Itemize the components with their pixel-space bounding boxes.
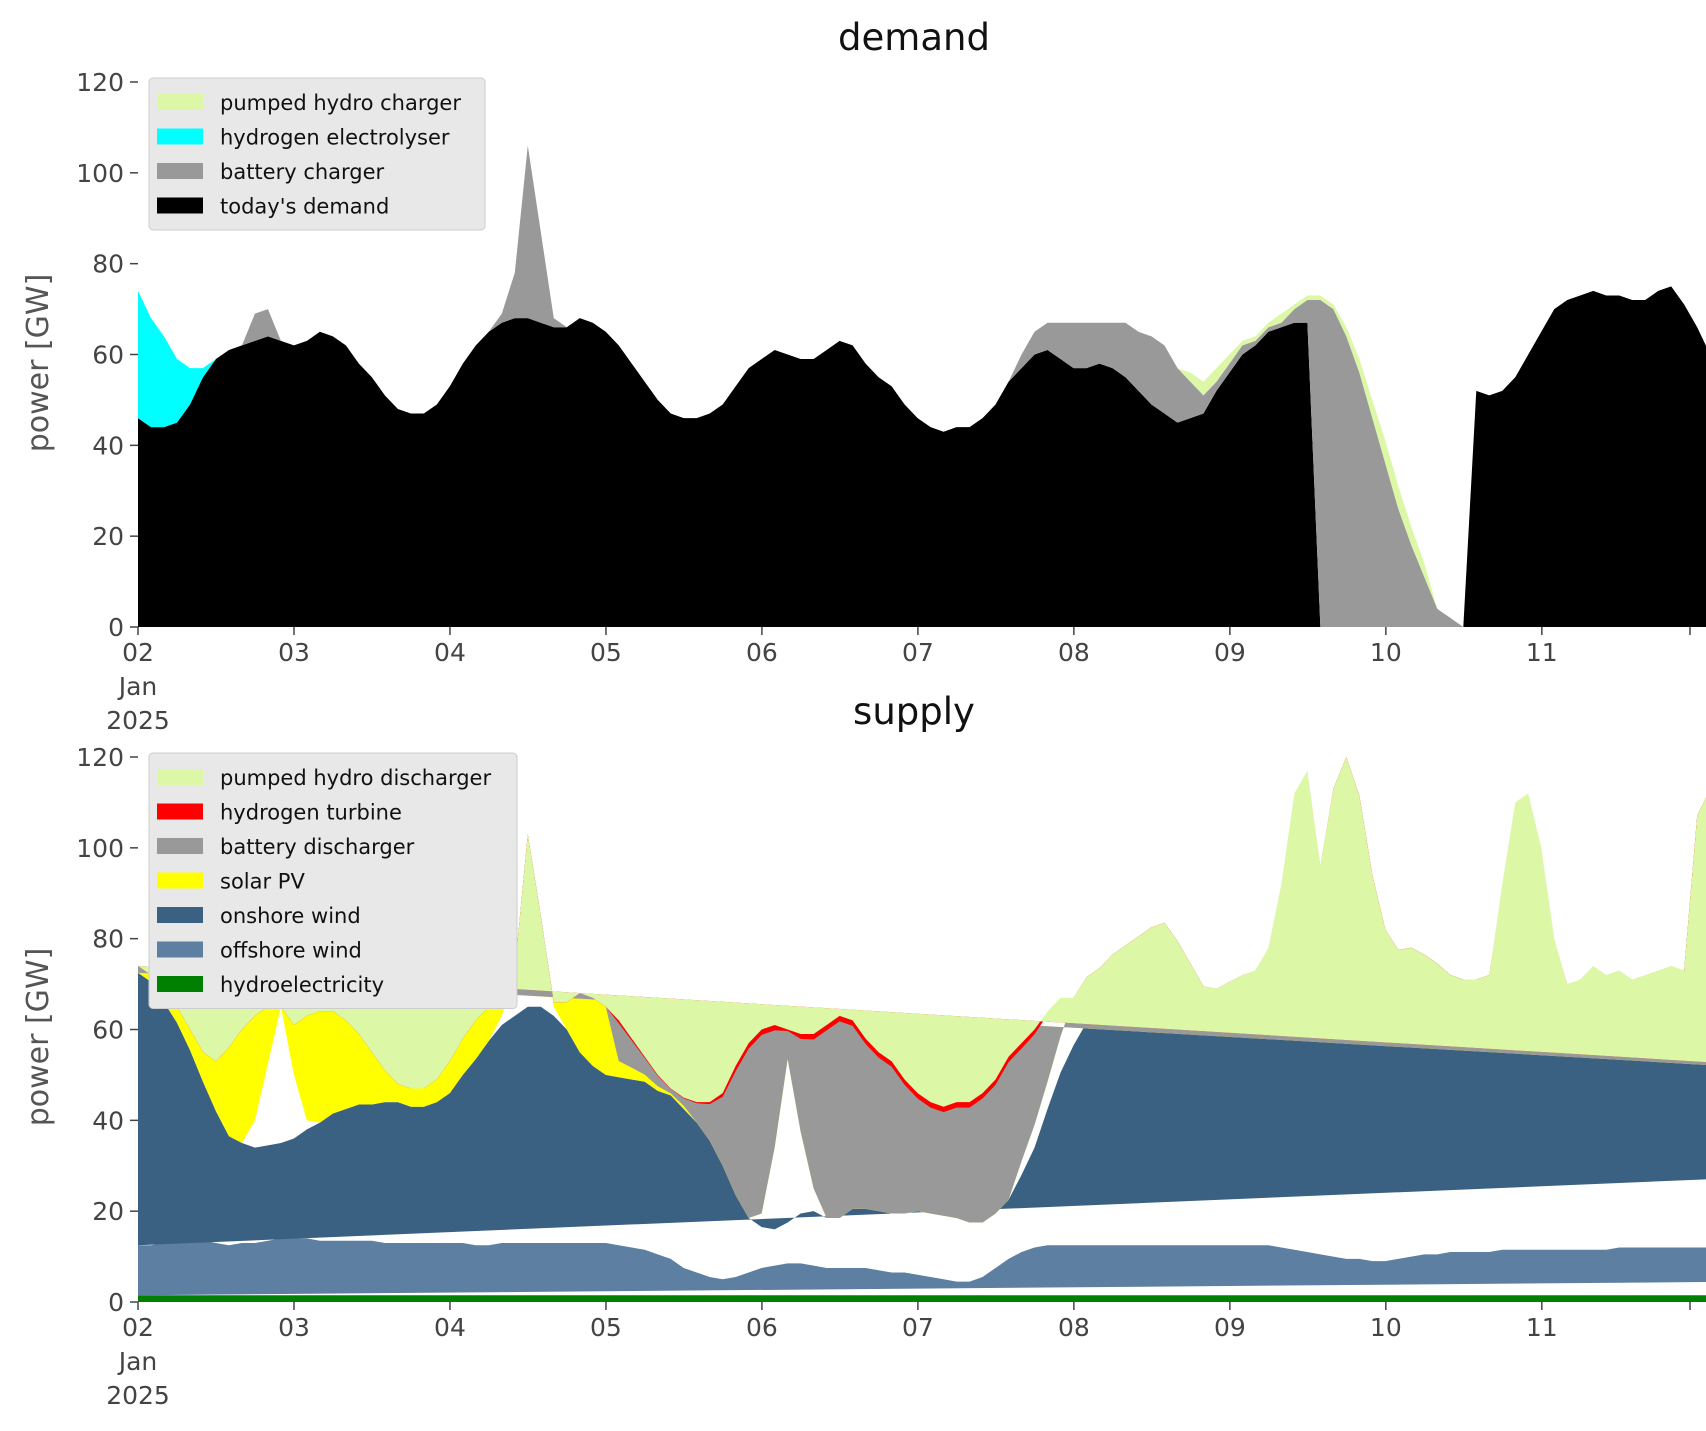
supply-legend-swatch bbox=[157, 941, 203, 958]
supply-legend-label: offshore wind bbox=[220, 939, 362, 963]
supply-x-tick-label: 05 bbox=[590, 1313, 622, 1342]
demand-panel: demand power [GW] 0 20 40 60 80 100 120 02 Jan 20… bbox=[21, 16, 1706, 735]
supply-y-tick-label: 20 bbox=[92, 1197, 124, 1226]
supply-legend-swatch bbox=[157, 838, 203, 854]
demand-y-axis-label: power [GW] bbox=[21, 274, 56, 453]
demand-legend-label: hydrogen electrolyser bbox=[220, 126, 450, 150]
demand-y-tick-label: 60 bbox=[92, 341, 124, 370]
supply-x-tick-label: 09 bbox=[1214, 1313, 1246, 1342]
demand-x-tick-label: 07 bbox=[902, 638, 934, 667]
demand-x-tick-label: 03 bbox=[278, 638, 310, 667]
supply-y-tick-label: 120 bbox=[76, 743, 124, 772]
demand-chart-title: demand bbox=[838, 16, 990, 59]
demand-x-tick-label: 08 bbox=[1058, 638, 1090, 667]
demand-y-tick-label: 100 bbox=[76, 159, 124, 188]
supply-y-tick-label: 100 bbox=[76, 834, 124, 863]
demand-x-tick-label: 05 bbox=[590, 638, 622, 667]
supply-y-tick-label: 60 bbox=[92, 1016, 124, 1045]
demand-legend-label: pumped hydro charger bbox=[220, 91, 461, 115]
supply-legend-label: battery discharger bbox=[220, 835, 415, 859]
demand-x-tick-label: 02 bbox=[122, 638, 154, 667]
demand-y-tick-label: 0 bbox=[108, 613, 124, 642]
demand-axes: 0 20 40 60 80 100 120 02 Jan 2025 03 04 05 06 07 08 09 10… bbox=[76, 68, 1691, 735]
supply-legend-label: onshore wind bbox=[220, 904, 361, 928]
supply-legend-label: hydroelectricity bbox=[220, 973, 384, 997]
demand-legend-label: battery charger bbox=[220, 160, 385, 184]
supply-y-tick-label: 40 bbox=[92, 1106, 124, 1135]
demand-areas bbox=[138, 145, 1706, 627]
demand-legend-swatch bbox=[157, 94, 203, 110]
supply-x-tick-label: 11 bbox=[1526, 1313, 1558, 1342]
demand-area-battery-charger bbox=[138, 145, 1706, 627]
demand-legend: pumped hydro charger hydrogen electrolyse… bbox=[148, 77, 486, 231]
supply-x-tick-label: 02 bbox=[122, 1313, 154, 1342]
supply-area-pumped-hydro-discharger bbox=[138, 757, 1706, 1107]
demand-y-tick-label: 120 bbox=[76, 68, 124, 97]
supply-area-hydroelectricity bbox=[138, 1295, 1706, 1302]
supply-legend-label: pumped hydro discharger bbox=[220, 766, 491, 790]
demand-x-tick-label: 09 bbox=[1214, 638, 1246, 667]
demand-legend-box bbox=[148, 77, 486, 231]
supply-legend-swatch bbox=[157, 872, 203, 889]
demand-legend-label: today's demand bbox=[220, 195, 389, 219]
supply-x-tick-label: 06 bbox=[746, 1313, 778, 1342]
supply-legend-swatch bbox=[157, 907, 203, 923]
supply-x-tick-label: 03 bbox=[278, 1313, 310, 1342]
supply-legend-label: solar PV bbox=[220, 870, 305, 894]
demand-legend-swatch bbox=[157, 128, 203, 145]
demand-y-tick-label: 40 bbox=[92, 431, 124, 460]
supply-area-offshore-wind bbox=[138, 1238, 1706, 1296]
supply-legend-label: hydrogen turbine bbox=[220, 801, 402, 825]
supply-y-axis-label: power [GW] bbox=[21, 948, 56, 1127]
demand-x-tick-label: 06 bbox=[746, 638, 778, 667]
demand-x-date-label: Jan bbox=[117, 672, 158, 701]
supply-legend-swatch bbox=[157, 976, 203, 992]
demand-legend-swatch bbox=[157, 197, 203, 214]
supply-legend: pumped hydro discharger hydrogen turbine b… bbox=[148, 752, 518, 1009]
supply-legend-box bbox=[148, 752, 518, 1009]
demand-area-today-s-demand bbox=[138, 286, 1706, 627]
demand-y-tick-label: 20 bbox=[92, 522, 124, 551]
supply-legend-swatch bbox=[157, 769, 203, 785]
supply-panel: supply power [GW] 0 20 40 60 80 100 120 02 Jan 20… bbox=[21, 690, 1706, 1410]
supply-x-date-label: Jan bbox=[117, 1347, 158, 1376]
supply-x-tick-label: 08 bbox=[1058, 1313, 1090, 1342]
supply-y-tick-label: 0 bbox=[108, 1288, 124, 1317]
supply-x-date-label: 2025 bbox=[106, 1381, 170, 1410]
demand-legend-swatch bbox=[157, 163, 203, 179]
demand-x-date-label: 2025 bbox=[106, 706, 170, 735]
supply-chart-title: supply bbox=[853, 690, 975, 733]
supply-axes: 0 20 40 60 80 100 120 02 Jan 2025 03 04 05 06 07 08 09 10… bbox=[76, 743, 1691, 1410]
supply-x-tick-label: 07 bbox=[902, 1313, 934, 1342]
demand-x-tick-label: 04 bbox=[434, 638, 466, 667]
supply-legend-swatch bbox=[157, 803, 203, 820]
supply-x-tick-label: 04 bbox=[434, 1313, 466, 1342]
supply-x-tick-label: 10 bbox=[1370, 1313, 1402, 1342]
demand-x-tick-label: 10 bbox=[1370, 638, 1402, 667]
supply-areas bbox=[138, 757, 1706, 1302]
demand-y-tick-label: 80 bbox=[92, 250, 124, 279]
supply-y-tick-label: 80 bbox=[92, 925, 124, 954]
demand-x-tick-label: 11 bbox=[1526, 638, 1558, 667]
